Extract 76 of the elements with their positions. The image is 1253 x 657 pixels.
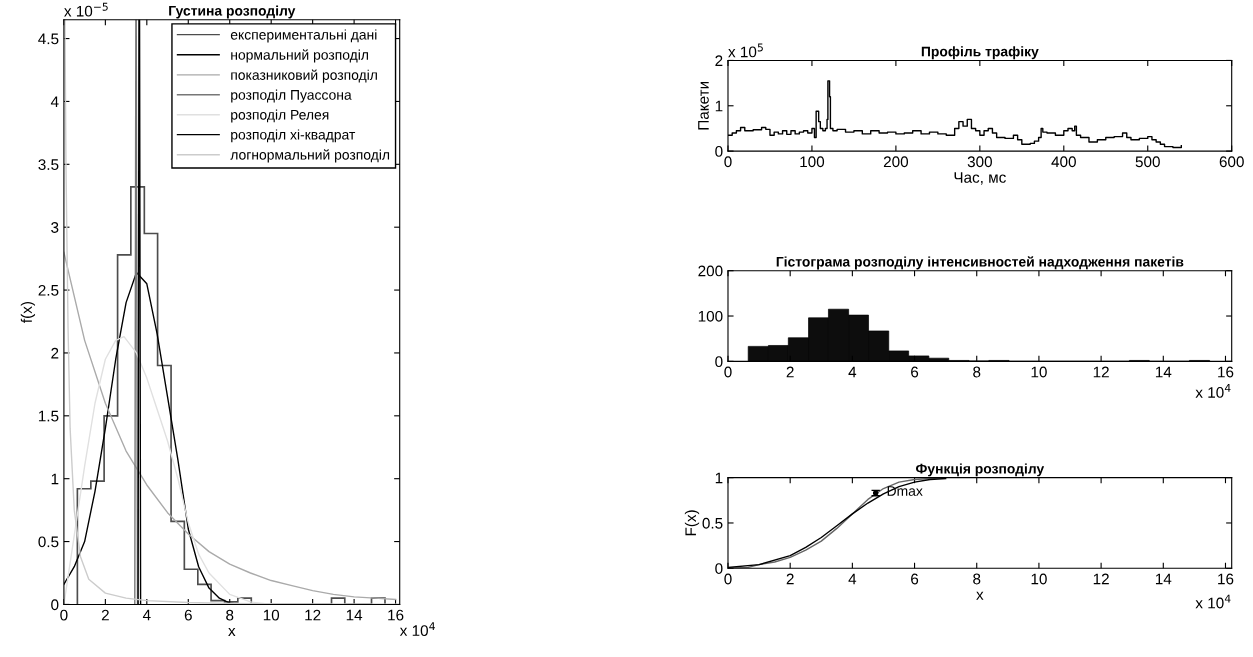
y-tick-label: 100 (698, 310, 723, 322)
legend-label: експериментальні дані (230, 29, 377, 43)
x-tick-label: 2 (786, 573, 794, 585)
y-axis-title: F(x) (684, 510, 700, 536)
x-tick-label: 12 (1093, 366, 1109, 378)
text: x 10$^{4}$ (1195, 384, 1231, 398)
x-tick-label: 200 (883, 156, 909, 168)
y-tick-label: 0.5 (38, 536, 59, 548)
x-tick-label: 0 (724, 366, 732, 378)
y-tick-label: 3.5 (38, 159, 59, 171)
annotation: Dmax (887, 486, 923, 496)
x-tick-label: 10 (1031, 366, 1047, 378)
x-tick-label: 0 (724, 573, 732, 585)
y-tick-label: 2.5 (38, 284, 59, 296)
x-tick-label: 6 (911, 366, 919, 378)
x-tick-label: 6 (184, 609, 192, 621)
y-tick-label: 0.5 (702, 517, 723, 529)
y-tick-label: 0 (715, 563, 723, 574)
text: x 10$^{5}$ (728, 43, 763, 58)
x-tick-label: 0 (60, 609, 68, 621)
x-tick-label: 12 (305, 609, 321, 621)
y-tick-label: 1 (51, 473, 59, 485)
x-tick-label: 8 (973, 366, 981, 378)
text: x 10$^{4}$ (399, 622, 435, 637)
y-tick-label: 0 (51, 599, 59, 611)
x-tick-label: 2 (786, 366, 794, 378)
x-tick-label: 10 (263, 609, 280, 621)
chart-title: Гістограма розподілу інтенсивностей надходження пакетів (776, 256, 1184, 270)
x-tick-label: 100 (800, 156, 825, 168)
x-tick-label: 6 (911, 573, 919, 585)
x-tick-label: 16 (1218, 366, 1234, 378)
x-axis-title: x (976, 591, 984, 600)
x-tick-label: 14 (346, 609, 363, 621)
y-tick-label: 1 (715, 472, 723, 484)
legend-label: розподіл Пуассона (231, 89, 352, 103)
y-axis-title: Пакети (698, 81, 709, 130)
x-tick-label: 400 (1051, 156, 1076, 168)
legend-label: показниковий розподіл (231, 69, 377, 83)
x-tick-label: 0 (724, 156, 732, 168)
x-axis-title: Час, мс (954, 172, 1006, 185)
x-tick-label: 4 (848, 366, 857, 378)
x-tick-label: 4 (142, 609, 151, 621)
text: x 10$^{4}$ (1195, 594, 1231, 609)
y-tick-label: 1.5 (38, 410, 59, 422)
chart-title: Густина розподілу (169, 5, 296, 19)
x-tick-label: 14 (1155, 366, 1172, 378)
y-axis-title: f(x) (20, 301, 36, 323)
y-tick-label: 0 (715, 145, 723, 157)
x-tick-label: 300 (967, 156, 992, 168)
x-tick-label: 4 (848, 573, 857, 585)
y-tick-label: 3 (51, 222, 59, 233)
legend-label: логнормальний розподіл (230, 149, 390, 163)
x-tick-label: 16 (388, 609, 404, 621)
y-tick-label: 1 (715, 100, 723, 112)
x-tick-label: 10 (1031, 573, 1047, 585)
x-tick-label: 2 (101, 609, 109, 621)
legend-label: нормальний розподіл (231, 49, 368, 63)
text: x 10$^{−5}$ (64, 2, 108, 17)
x-tick-label: 600 (1219, 156, 1244, 168)
y-tick-label: 200 (698, 265, 723, 277)
x-axis-title: x (228, 627, 236, 636)
y-tick-label: 2 (715, 55, 723, 66)
chart-title: Профіль трафіку (921, 46, 1039, 60)
legend-label: розподіл Релея (231, 109, 329, 123)
y-tick-label: 4.5 (38, 33, 59, 45)
chart-title: Функція розподілу (915, 463, 1045, 477)
x-tick-label: 14 (1155, 573, 1172, 585)
x-tick-label: 500 (1135, 156, 1160, 168)
x-tick-label: 12 (1093, 573, 1109, 585)
x-tick-label: 8 (226, 609, 234, 621)
x-tick-label: 8 (973, 573, 981, 585)
y-tick-label: 0 (715, 356, 723, 368)
legend-label: розподіл хі-квадрат (231, 129, 356, 143)
x-tick-label: 16 (1218, 573, 1234, 585)
y-tick-label: 4 (50, 96, 59, 107)
y-tick-label: 2 (51, 347, 59, 359)
